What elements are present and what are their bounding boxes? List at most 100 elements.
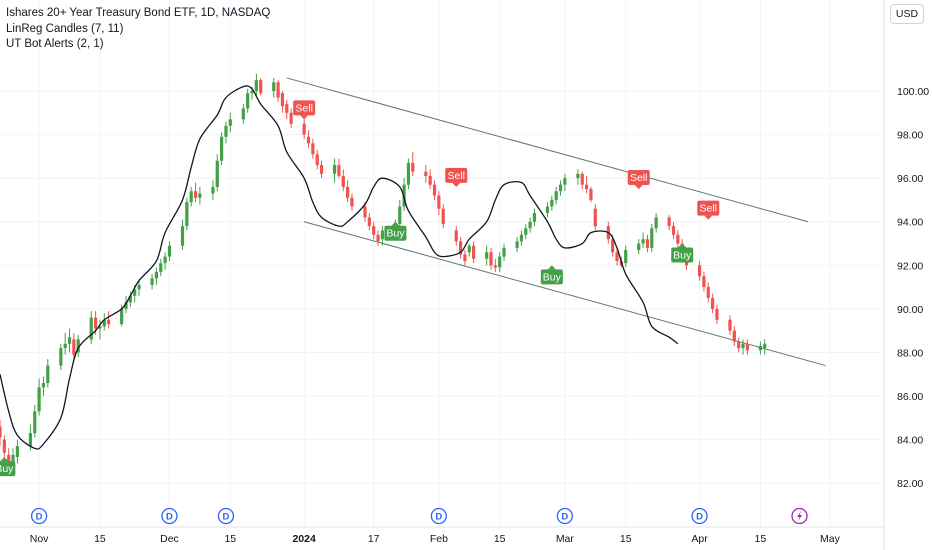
y-axis[interactable]: 82.00 84.00 86.00 88.00 90.00 92.00 94.00 96.00…: [883, 0, 929, 550]
candle-body: [372, 226, 376, 235]
candle: [576, 169, 580, 185]
candle-body: [280, 93, 285, 107]
candle: [346, 180, 350, 203]
candle-body: [758, 345, 763, 351]
candle-body: [737, 341, 741, 349]
candle: [472, 241, 476, 264]
lightning-icon[interactable]: [791, 507, 808, 525]
candle-body: [33, 411, 37, 434]
candle: [89, 311, 93, 344]
candle: [545, 202, 550, 218]
candle-body: [406, 162, 411, 185]
candles: [0, 73, 767, 475]
x-tick-label: 15: [494, 533, 506, 545]
candle-body: [159, 263, 163, 272]
sell-signal-label[interactable]: Sell: [445, 167, 468, 187]
channel-line-upper: [286, 77, 809, 223]
candle: [532, 208, 537, 227]
candle-body: [576, 173, 580, 179]
candle: [554, 186, 558, 205]
candle-body: [697, 265, 702, 277]
dividend-icon[interactable]: D: [556, 507, 574, 525]
candle-body: [193, 191, 198, 198]
candle-body: [150, 278, 154, 285]
x-tick-label: Apr: [691, 533, 708, 545]
candle-body: [367, 217, 371, 227]
candle-body: [76, 339, 80, 353]
grid: [0, 0, 882, 527]
candle-body: [120, 308, 124, 325]
buy-signal-label[interactable]: Buy: [0, 457, 16, 477]
candle-body: [563, 178, 567, 185]
candle: [211, 180, 215, 200]
dividend-icon[interactable]: D: [161, 507, 178, 525]
y-tick-label: 98.00: [897, 130, 923, 142]
candle-body: [398, 206, 402, 224]
candle: [332, 158, 337, 183]
buy-signal-label[interactable]: Buy: [384, 221, 407, 241]
candle-body: [7, 454, 11, 466]
candle: [485, 245, 489, 266]
signal-box: [293, 100, 316, 116]
candle: [63, 332, 67, 355]
buy-signal-label[interactable]: Buy: [671, 243, 694, 263]
y-tick-label: 84.00: [897, 435, 923, 447]
candle-body: [763, 343, 767, 349]
legend-indicator-utbot[interactable]: UT Bot Alerts (2, 1): [6, 38, 104, 50]
sell-signal-label[interactable]: Sell: [293, 100, 316, 120]
y-tick-label: 88.00: [897, 347, 923, 359]
x-tick-label: Dec: [160, 533, 179, 545]
dividend-icon[interactable]: D: [30, 507, 48, 525]
y-tick-label: 94.00: [897, 217, 923, 229]
dividend-icon[interactable]: D: [430, 507, 448, 525]
currency-button[interactable]: USD: [890, 4, 924, 24]
candle-body: [185, 202, 189, 227]
candle-body: [137, 284, 141, 290]
candle-body: [0, 426, 2, 438]
candle: [563, 173, 567, 192]
candle: [637, 239, 641, 255]
candle-body: [732, 330, 736, 342]
dividend-icon[interactable]: D: [217, 507, 235, 525]
candle: [302, 117, 306, 139]
y-tick-label: 92.00: [897, 260, 923, 272]
x-axis[interactable]: Nov 15 Dec 15 2024 17 Feb 15 Mar 15 Apr 15 May: [0, 526, 884, 545]
candle-body: [671, 226, 676, 235]
x-tick-label: 15: [755, 533, 767, 545]
dividend-icon[interactable]: D: [691, 507, 708, 525]
candle: [167, 241, 172, 261]
candle-body: [463, 254, 467, 261]
candle-body: [350, 197, 354, 207]
candle: [524, 223, 528, 240]
candle-body: [93, 317, 98, 329]
signal-pointer: [547, 265, 556, 270]
buy-signal-label[interactable]: Buy: [540, 265, 563, 285]
candle-body: [589, 189, 593, 200]
candle-body: [72, 339, 76, 355]
candle: [59, 343, 63, 370]
candle-body: [676, 234, 680, 244]
candle: [711, 293, 715, 314]
sell-signal-label[interactable]: Sell: [697, 200, 720, 220]
candle: [228, 112, 232, 133]
sell-signal-label[interactable]: Sell: [627, 170, 650, 190]
legend-indicator-linreg[interactable]: LinReg Candles (7, 11): [6, 22, 124, 35]
candle: [667, 215, 671, 231]
candle-body: [363, 206, 367, 218]
candle-body: [706, 287, 710, 299]
candle-body: [741, 343, 745, 349]
candle-body: [133, 289, 137, 296]
candle-body: [637, 243, 641, 251]
candle-body: [545, 206, 550, 214]
candle-body: [519, 234, 524, 242]
signal-pointer: [391, 221, 400, 226]
candle: [319, 160, 324, 179]
candle-body: [667, 217, 671, 227]
candle-body: [67, 337, 72, 344]
candle: [589, 186, 593, 203]
signal-text: Sell: [295, 102, 313, 114]
candle-body: [489, 252, 493, 266]
candle: [150, 274, 154, 290]
candle: [215, 154, 219, 192]
